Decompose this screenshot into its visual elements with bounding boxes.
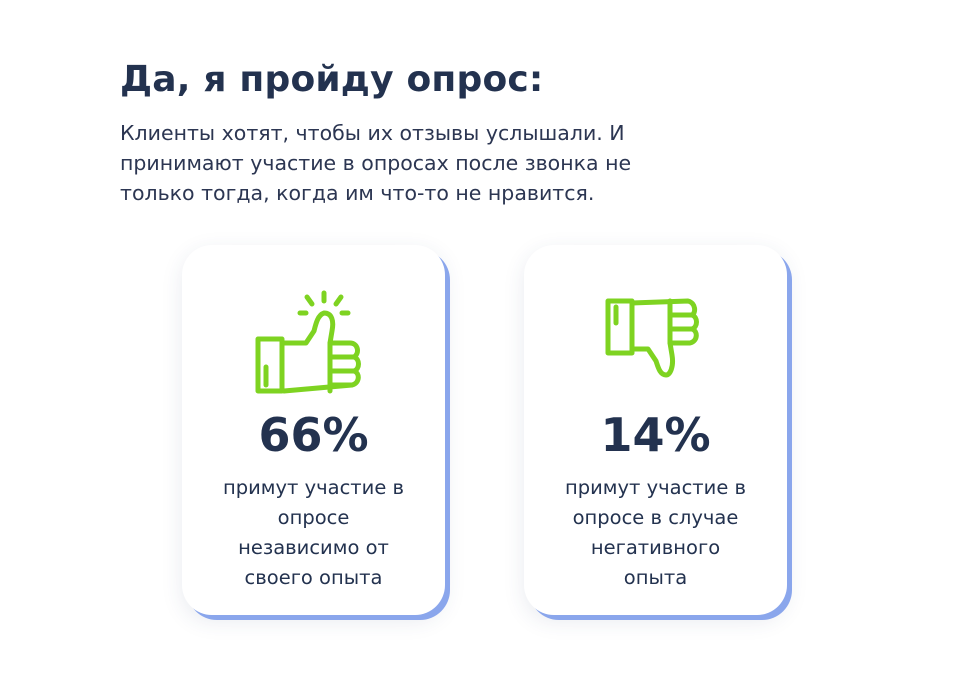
thumbs-down-icon <box>605 298 699 378</box>
stat-value: 14% <box>600 408 711 462</box>
page-title: Да, я пройду опрос: <box>120 59 544 100</box>
page-subtitle: Клиенты хотят, чтобы их отзывы услышали.… <box>120 121 632 205</box>
stat-value: 66% <box>258 408 369 462</box>
stat-card-positive: 66% примут участие в опросе независимо о… <box>182 245 445 615</box>
stat-caption: примут участие в опросе независимо от св… <box>222 476 405 589</box>
stat-card-negative: 14% примут участие в опросе в случае нег… <box>524 245 787 615</box>
stat-caption: примут участие в опросе в случае негатив… <box>564 476 747 589</box>
thumbs-up-icon <box>255 290 361 394</box>
